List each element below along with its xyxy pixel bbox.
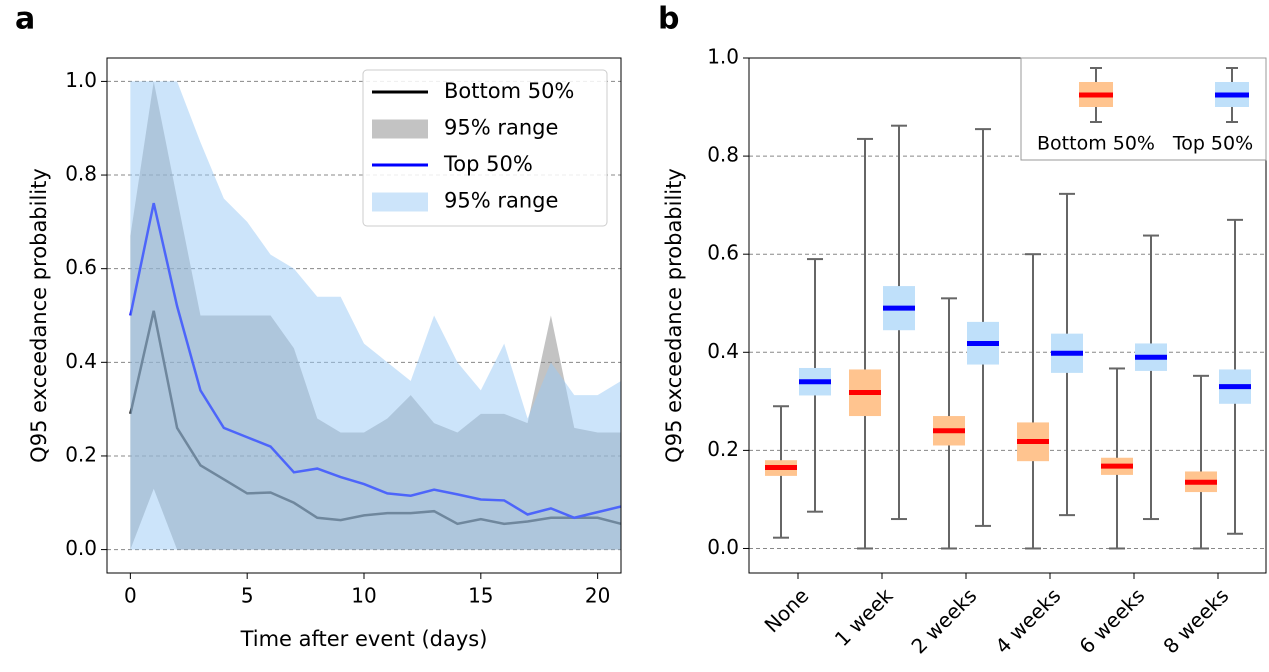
y-tick-label: 0.2	[65, 442, 97, 466]
y-tick-label: 0.0	[65, 536, 97, 560]
legend-box	[362, 69, 608, 227]
panel-label: a	[15, 2, 35, 37]
legend-label: Top 50%	[443, 152, 533, 176]
y-tick-label: 0.2	[707, 437, 739, 461]
legend-label: Top 50%	[1172, 133, 1253, 155]
x-tick-label: None	[760, 583, 814, 637]
plot-frame	[106, 57, 622, 574]
x-tick-label: 2 weeks	[906, 583, 981, 658]
y-tick-label: 0.0	[707, 535, 739, 559]
y-tick-label: 0.6	[65, 255, 97, 279]
range-band	[130, 81, 621, 550]
legend-label: Bottom 50%	[444, 79, 574, 103]
x-tick-label: 4 weeks	[990, 583, 1065, 658]
x-tick-label: 20	[585, 584, 610, 608]
y-tick-label: 0.4	[65, 349, 97, 373]
x-tick-label: 15	[468, 584, 493, 608]
legend-box	[1020, 57, 1267, 161]
y-tick-label: 1.0	[65, 68, 97, 92]
x-tick-label: 1 week	[830, 583, 898, 651]
legend-label: 95% range	[444, 116, 558, 140]
y-tick-label: 0.8	[65, 162, 97, 186]
legend: Bottom 50% Top 50%	[1020, 57, 1267, 161]
x-tick-label: 10	[351, 584, 376, 608]
legend-swatch	[372, 119, 428, 139]
legend-swatch	[372, 192, 428, 212]
y-axis-label: Q95 exceedance probability	[27, 168, 51, 463]
legend-label: Bottom 50%	[1037, 133, 1155, 155]
y-tick-label: 0.4	[707, 339, 739, 363]
y-tick-label: 0.8	[707, 143, 739, 167]
x-tick-label: 0	[124, 584, 137, 608]
panel-label: b	[658, 2, 679, 37]
x-tick-label: 8 weeks	[1158, 583, 1233, 658]
y-tick-label: 1.0	[707, 45, 739, 69]
legend: Bottom 50% 95% range Top 50% 95% range	[362, 69, 608, 227]
y-tick-label: 0.6	[707, 241, 739, 265]
plot-frame	[748, 57, 1267, 574]
x-tick-label: 6 weeks	[1074, 583, 1149, 658]
x-tick-label: 5	[241, 584, 254, 608]
x-axis-label: Time after event (days)	[240, 627, 488, 651]
y-axis-label: Q95 exceedance probability	[662, 168, 686, 463]
legend-label: 95% range	[444, 189, 558, 213]
